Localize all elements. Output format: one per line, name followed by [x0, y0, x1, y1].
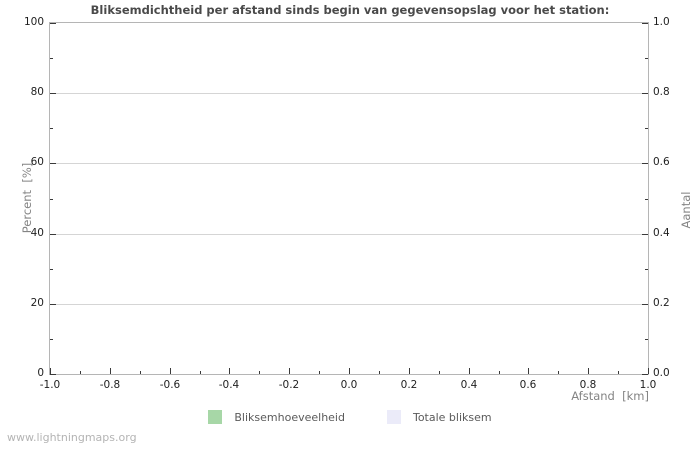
x-tick-label: 0.2 [400, 379, 418, 391]
legend-swatch-0 [208, 410, 223, 424]
x-major-tick [348, 368, 350, 374]
y-major-tick-left [50, 92, 56, 94]
y-minor-tick-right [645, 338, 648, 340]
x-tick-label: 0.4 [460, 379, 478, 391]
x-major-tick [468, 368, 470, 374]
y-axis-title-left: Percent [%] [20, 162, 34, 234]
chart-title: Bliksemdichtheid per afstand sinds begin… [90, 3, 610, 17]
gridline [50, 233, 648, 235]
x-minor-tick [318, 371, 320, 374]
y-minor-tick-right [645, 268, 648, 270]
y-minor-tick-left [50, 268, 53, 270]
y-major-tick-left [50, 22, 56, 24]
legend-label-0: Bliksemhoeveelheid [234, 410, 345, 424]
y-tick-label-right: 0.2 [653, 297, 670, 309]
x-tick-label: 0.8 [579, 379, 597, 391]
y-major-tick-right [642, 22, 648, 24]
y-tick-label-left: 20 [30, 297, 44, 309]
gridline [50, 303, 648, 305]
x-minor-tick [617, 371, 619, 374]
y-major-tick-right [642, 162, 648, 164]
y-minor-tick-right [645, 127, 648, 129]
watermark: www.lightningmaps.org [7, 431, 137, 444]
x-tick-label: 0.6 [519, 379, 537, 391]
y-tick-label-right: 0.4 [653, 227, 670, 239]
y-minor-tick-right [645, 57, 648, 59]
x-tick-label: -0.2 [278, 379, 300, 391]
x-tick-label: -1.0 [39, 379, 61, 391]
x-major-tick [587, 368, 589, 374]
y-major-tick-right [642, 303, 648, 305]
x-tick-label: -0.8 [99, 379, 121, 391]
y-axis-title-right: Aantal [679, 191, 693, 229]
y-tick-label-right: 0.6 [653, 156, 670, 168]
y-major-tick-left [50, 233, 56, 235]
y-minor-tick-left [50, 127, 53, 129]
y-tick-label-left: 100 [23, 16, 44, 28]
legend-swatch-1 [386, 410, 401, 424]
x-minor-tick [258, 371, 260, 374]
y-minor-tick-left [50, 198, 53, 200]
legend-item-0: Bliksemhoeveelheid [208, 410, 345, 424]
y-minor-tick-right [645, 198, 648, 200]
x-axis-title: Afstand [km] [571, 389, 649, 403]
legend-item-1: Totale bliksem [386, 410, 492, 424]
x-minor-tick [557, 371, 559, 374]
gridline [50, 92, 648, 94]
x-major-tick [169, 368, 171, 374]
y-tick-label-left: 0 [37, 367, 44, 379]
y-minor-tick-left [50, 338, 53, 340]
y-major-tick-right [642, 233, 648, 235]
y-major-tick-left [50, 373, 56, 375]
y-tick-label-left: 40 [30, 227, 44, 239]
y-tick-label-right: 0.0 [653, 367, 670, 379]
x-major-tick [527, 368, 529, 374]
y-major-tick-left [50, 162, 56, 164]
x-minor-tick [139, 371, 141, 374]
x-minor-tick [498, 371, 500, 374]
gridline [50, 162, 648, 164]
x-minor-tick [438, 371, 440, 374]
x-minor-tick [79, 371, 81, 374]
plot-area [49, 22, 649, 375]
x-major-tick [288, 368, 290, 374]
legend-label-1: Totale bliksem [412, 410, 492, 424]
y-major-tick-right [642, 92, 648, 94]
x-major-tick [647, 368, 649, 374]
x-tick-label: 1.0 [639, 379, 657, 391]
y-minor-tick-left [50, 57, 53, 59]
x-tick-label: -0.6 [159, 379, 181, 391]
y-major-tick-right [642, 373, 648, 375]
y-tick-label-left: 60 [30, 156, 44, 168]
x-major-tick [228, 368, 230, 374]
x-major-tick [49, 368, 51, 374]
x-minor-tick [378, 371, 380, 374]
x-major-tick [408, 368, 410, 374]
y-major-tick-left [50, 303, 56, 305]
y-tick-label-right: 1.0 [653, 16, 670, 28]
y-tick-label-left: 80 [30, 86, 44, 98]
legend: Bliksemhoeveelheid Totale bliksem [0, 410, 700, 424]
x-minor-tick [199, 371, 201, 374]
x-major-tick [109, 368, 111, 374]
y-tick-label-right: 0.8 [653, 86, 670, 98]
x-tick-label: -0.4 [218, 379, 240, 391]
x-tick-label: 0.0 [340, 379, 358, 391]
